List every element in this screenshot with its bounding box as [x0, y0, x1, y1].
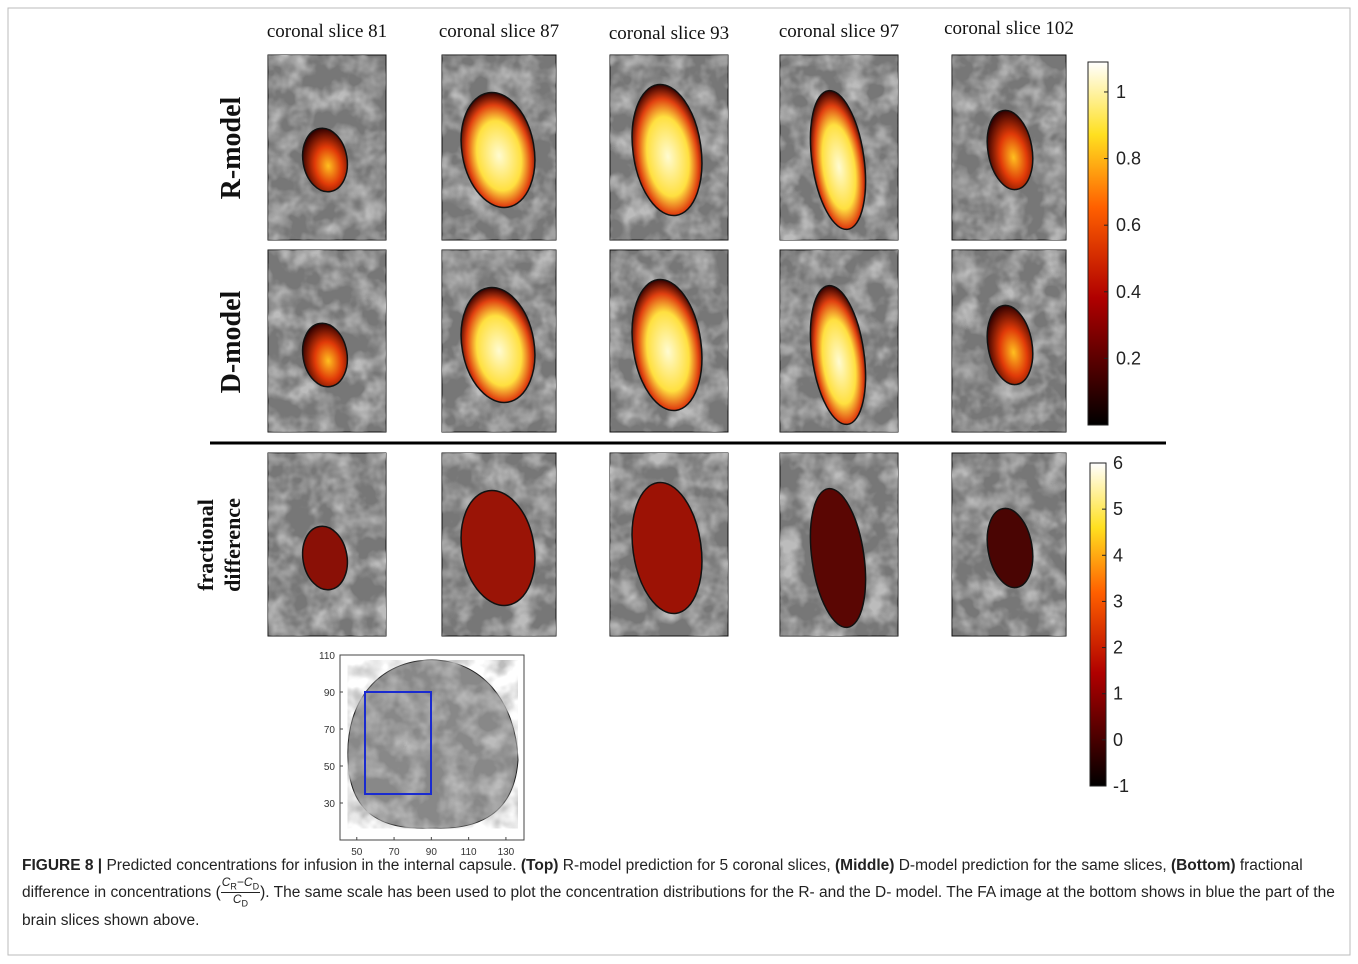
inset-x-tick-label: 130: [498, 847, 515, 858]
concentration-region: [631, 278, 703, 412]
concentration-region: [809, 89, 867, 231]
slice-image: [441, 54, 557, 241]
slice-image: [951, 249, 1067, 433]
inset-y-tick-label: 110: [319, 651, 335, 662]
colorbar-tick-label: 4: [1113, 545, 1123, 565]
slice-image: [609, 452, 729, 637]
column-header: coronal slice 81: [267, 21, 387, 42]
colorbar-tick-label: 6: [1113, 453, 1123, 473]
caption-text: D-model prediction for the same slices,: [894, 857, 1171, 874]
colorbar-tick-label: 3: [1113, 591, 1123, 611]
formula-symbol: −C: [236, 875, 253, 889]
caption-text: R-model prediction for 5 coronal slices,: [558, 857, 836, 874]
concentration-region: [986, 507, 1034, 589]
colorbar-tick-label: 5: [1113, 499, 1123, 519]
caption-text: fractional difference in concentrations …: [22, 857, 1308, 901]
row-label: D-model: [216, 290, 247, 393]
inset-y-tick-label: 30: [324, 799, 336, 810]
concentration-region: [301, 525, 349, 591]
formula-symbol: C: [232, 892, 242, 907]
column-header: coronal slice 87: [439, 21, 559, 42]
numerator: CR−CD: [220, 875, 261, 894]
inset-y-tick-label: 90: [324, 688, 336, 699]
concentration-region: [460, 286, 536, 404]
colorbar-tick-label: -1: [1113, 776, 1129, 796]
colorbar-tick-label: 0: [1113, 730, 1123, 750]
row-label: fractional: [193, 499, 218, 591]
concentration-region: [301, 322, 349, 388]
concentration-region: [301, 127, 349, 193]
formula: CR−CD CD: [220, 875, 261, 910]
colorbar: [1089, 462, 1107, 787]
formula-subscript: D: [252, 881, 260, 892]
caption: FIGURE 8 | Predicted concentrations for …: [22, 855, 1340, 931]
slice-image: [779, 452, 899, 637]
slice-image: [267, 54, 387, 241]
slice-image: [779, 249, 899, 433]
colorbar-tick-label: 1: [1116, 82, 1126, 102]
inset-region: [364, 691, 432, 795]
colorbar-tick-label: 0.6: [1116, 215, 1141, 235]
formula-subscript: R: [230, 881, 237, 892]
colorbar-tick-label: 2: [1113, 638, 1123, 658]
slice-image: [441, 249, 557, 433]
caption-text: Predicted concentrations for infusion in…: [102, 857, 521, 874]
colorbar-tick-label: 1: [1113, 684, 1123, 704]
concentration-region: [809, 487, 867, 629]
colorbar-tick-label: 0.2: [1116, 348, 1141, 368]
row-label: difference: [220, 498, 245, 592]
colorbar-tick-label: 0.8: [1116, 149, 1141, 169]
concentration-region: [809, 284, 867, 426]
slice-image: [267, 249, 387, 433]
denominator: CD: [221, 893, 260, 909]
inset-y-tick-label: 50: [324, 762, 336, 773]
row-label: R-model: [216, 96, 247, 199]
inset-x-tick-label: 70: [389, 847, 401, 858]
slice-image: [951, 54, 1067, 241]
slice-image: [609, 249, 729, 433]
caption-bold: FIGURE 8 |: [22, 857, 103, 874]
inset-brain-texture: [347, 660, 518, 829]
inset-x-tick-label: 50: [351, 847, 363, 858]
inset-x-tick-label: 110: [461, 847, 477, 858]
formula-symbol: C: [221, 875, 231, 889]
inset-x-tick-label: 90: [426, 847, 438, 858]
caption-text: ). The same scale has been used to plot …: [22, 883, 1335, 929]
caption-bold: (Bottom): [1170, 857, 1236, 874]
inset-y-tick-label: 70: [324, 725, 336, 736]
figure-border: [7, 7, 1351, 956]
concentration-region: [631, 481, 703, 615]
slice-image: [951, 452, 1067, 637]
slice-image: [441, 452, 557, 637]
slice-image: [267, 452, 387, 637]
column-header: coronal slice 102: [944, 18, 1074, 39]
concentration-region: [460, 91, 536, 209]
concentration-region: [986, 109, 1034, 191]
column-header: coronal slice 93: [609, 23, 729, 44]
colorbar: [1087, 61, 1109, 426]
concentration-region: [631, 83, 703, 217]
formula-subscript: D: [241, 898, 249, 909]
column-header: coronal slice 97: [779, 21, 899, 42]
slice-image: [609, 54, 729, 241]
caption-bold: (Top): [520, 857, 559, 874]
concentration-region: [460, 489, 536, 607]
caption-bold: (Middle): [835, 857, 895, 874]
colorbar-tick-label: 0.4: [1116, 282, 1141, 302]
slice-image: [779, 54, 899, 241]
concentration-region: [986, 304, 1034, 386]
